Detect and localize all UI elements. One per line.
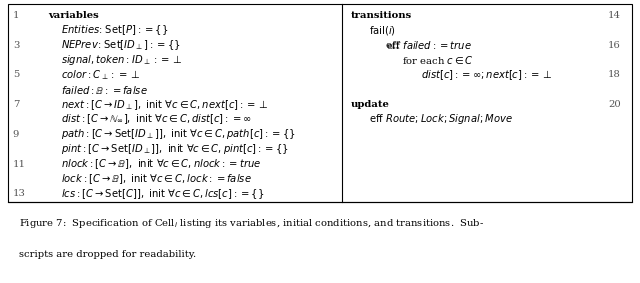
Text: eff: eff [386, 41, 403, 50]
Text: scripts are dropped for readability.: scripts are dropped for readability. [19, 250, 196, 259]
Text: 1: 1 [13, 11, 19, 20]
Text: $\mathit{failed}: \mathbb{B}:=\mathit{false}$: $\mathit{failed}: \mathbb{B}:=\mathit{fa… [61, 84, 147, 96]
Text: $\mathit{signal, token}: \mathit{ID}_\bot:=\bot$: $\mathit{signal, token}: \mathit{ID}_\bo… [61, 53, 182, 67]
Bar [8, 4, 632, 202]
Text: $\mathit{dist}: [C\rightarrow \mathbb{N}_\infty],$ init $\forall c\in C, \mathit: $\mathit{dist}: [C\rightarrow \mathbb{N}… [61, 113, 252, 126]
Text: $\mathit{Entities}$: $\mathrm{Set}[P]:=\{\}$: $\mathit{Entities}$: $\mathrm{Set}[P]:=\… [61, 23, 168, 37]
Text: transitions: transitions [351, 11, 412, 20]
Text: 11: 11 [13, 160, 26, 169]
Text: 5: 5 [13, 70, 19, 80]
Text: $\mathit{pint}: [C\rightarrow \mathrm{Set}[\mathit{ID}_\bot]],$ init $\forall c\: $\mathit{pint}: [C\rightarrow \mathrm{Se… [61, 142, 289, 156]
Text: 3: 3 [13, 41, 19, 50]
Text: for each $c\in C$: for each $c\in C$ [402, 54, 474, 66]
Text: 18: 18 [608, 70, 621, 80]
Text: $\mathit{NEPrev}$: $\mathrm{Set}[\mathit{ID}_\bot]:=\{\}$: $\mathit{NEPrev}$: $\mathrm{Set}[\mathit… [61, 38, 180, 52]
Text: variables: variables [48, 11, 99, 20]
Text: 13: 13 [13, 189, 26, 198]
Text: 7: 7 [13, 100, 19, 109]
Text: 14: 14 [608, 11, 621, 20]
Text: $\mathit{lock}: [C\rightarrow \mathbb{B}],$ init $\forall c\in C, \mathit{lock}:: $\mathit{lock}: [C\rightarrow \mathbb{B}… [61, 172, 252, 186]
Text: $\mathit{dist}[c]:=\infty; \mathit{next}[c]:=\bot$: $\mathit{dist}[c]:=\infty; \mathit{next}… [421, 68, 553, 82]
Text: Figure 7:  Specification of Cell$_i$ listing its variables, initial conditions, : Figure 7: Specification of Cell$_i$ list… [19, 217, 484, 230]
Text: $\mathrm{fail}(i)$: $\mathrm{fail}(i)$ [369, 24, 396, 37]
Text: $\mathit{lcs}: [C\rightarrow \mathrm{Set}[C]],$ init $\forall c\in C, \mathit{lc: $\mathit{lcs}: [C\rightarrow \mathrm{Set… [61, 187, 264, 201]
Text: eff $\mathit{Route}; \mathit{Lock}; \mathit{Signal}; \mathit{Move}$: eff $\mathit{Route}; \mathit{Lock}; \mat… [369, 112, 513, 127]
Text: 16: 16 [608, 41, 621, 50]
Text: 20: 20 [608, 100, 621, 109]
Text: $\mathit{color}: C_\bot:=\bot$: $\mathit{color}: C_\bot:=\bot$ [61, 68, 140, 82]
Text: $\mathit{nlock}: [C\rightarrow \mathbb{B}],$ init $\forall c\in C, \mathit{nlock: $\mathit{nlock}: [C\rightarrow \mathbb{B… [61, 157, 261, 171]
Text: update: update [351, 100, 390, 109]
Text: $\mathit{next}: [C\rightarrow \mathit{ID}_\bot],$ init $\forall c\in C, \mathit{: $\mathit{next}: [C\rightarrow \mathit{ID… [61, 98, 269, 112]
Text: $\mathit{path}: [C\rightarrow \mathrm{Set}[\mathit{ID}_\bot]],$ init $\forall c\: $\mathit{path}: [C\rightarrow \mathrm{Se… [61, 127, 296, 142]
Text: eff $\mathit{failed}:= \mathit{true}$: eff $\mathit{failed}:= \mathit{true}$ [386, 39, 472, 51]
Text: 9: 9 [13, 130, 19, 139]
